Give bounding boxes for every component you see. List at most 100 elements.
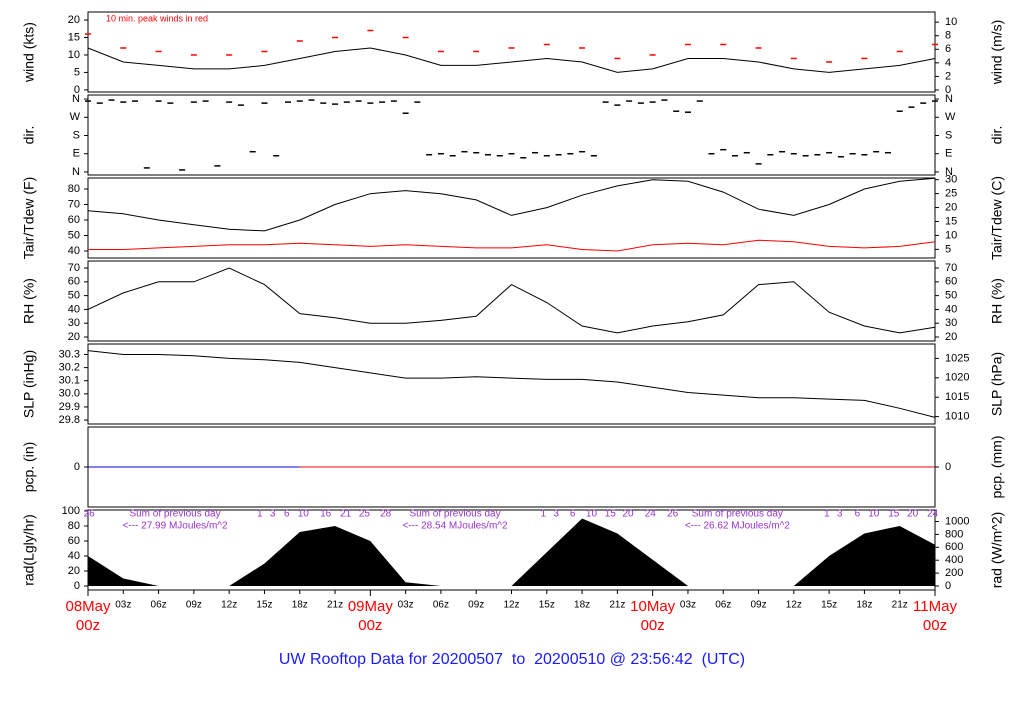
hour-mark: 15 (888, 509, 900, 520)
x-tick-label: 21z (892, 600, 908, 611)
x-tick-label: 09z (750, 600, 766, 611)
y2-tick-label: 1010 (945, 411, 969, 423)
hour-mark: 10 (586, 509, 598, 520)
panel-frame (87, 177, 936, 259)
y-axis-label: Tair/Tdew (F) (21, 177, 37, 259)
y-tick-label: 29.8 (59, 414, 80, 426)
y2-tick-label: 1015 (945, 391, 969, 403)
y2-tick-label: 20 (945, 331, 957, 343)
y-tick-label: 0 (74, 84, 80, 96)
x-tick-label: 06z (151, 600, 167, 611)
hour-mark: 15 (605, 509, 617, 520)
y2-axis-label: dir. (989, 126, 1005, 145)
y-tick-label: 100 (62, 505, 80, 517)
y2-tick-label: 15 (945, 215, 957, 227)
hour-mark: 6 (855, 509, 861, 520)
day-label: 10May (630, 598, 676, 615)
x-tick-label: 18z (574, 600, 590, 611)
x-tick-label: 03z (680, 600, 696, 611)
x-tick-label: 12z (221, 600, 237, 611)
y2-tick-label: 0 (945, 580, 951, 592)
y2-tick-label: 6 (945, 43, 951, 55)
y-tick-label: 60 (68, 535, 80, 547)
day-label: 09May (348, 598, 394, 615)
x-tick-label: 18z (292, 600, 308, 611)
y2-tick-label: W (945, 111, 956, 123)
y2-tick-label: 1025 (945, 352, 969, 364)
daily-sum-text: <--- 26.62 MJoules/m^2 (685, 521, 790, 532)
y2-tick-label: 50 (945, 290, 957, 302)
y-tick-label: W (70, 111, 81, 123)
daily-sum-text: <--- 27.99 MJoules/m^2 (123, 521, 228, 532)
y2-tick-label: 200 (945, 567, 963, 579)
y2-tick-label: S (945, 129, 952, 141)
panel-frame (87, 11, 936, 93)
y2-axis-label: RH (%) (989, 278, 1005, 324)
y-tick-label: 0 (74, 580, 80, 592)
y2-tick-label: 0 (945, 461, 951, 473)
y2-tick-label: 10 (945, 229, 957, 241)
y-tick-label: 30.2 (59, 362, 80, 374)
y-tick-label: 20 (68, 565, 80, 577)
day-hour-label: 00z (76, 617, 100, 634)
y-tick-label: 80 (68, 183, 80, 195)
x-tick-label: 03z (115, 600, 131, 611)
y2-tick-label: E (945, 148, 952, 160)
x-tick-label: 09z (186, 600, 202, 611)
y2-tick-label: 4 (945, 57, 951, 69)
y-tick-label: 15 (68, 31, 80, 43)
hour-mark: 1 (257, 509, 263, 520)
day-hour-label: 00z (923, 617, 947, 634)
hour-mark: 3 (553, 509, 559, 520)
data-area (88, 518, 935, 587)
y2-tick-label: 5 (945, 243, 951, 255)
annotation: 10 min. peak winds in red (106, 13, 208, 23)
x-tick-label: 15z (539, 600, 555, 611)
y-tick-label: 50 (68, 229, 80, 241)
y2-tick-label: 30 (945, 317, 957, 329)
hour-mark: 1 (540, 509, 546, 520)
y-tick-label: N (72, 166, 80, 178)
y-axis-label: pcp. (in) (21, 442, 37, 493)
y-axis-label: wind (kts) (21, 22, 37, 83)
footer-title: UW Rooftop Data for 20200507 to 20200510… (279, 651, 745, 668)
y2-axis-label: rad (W/m^2) (989, 512, 1005, 589)
y2-tick-label: 70 (945, 262, 957, 274)
y2-tick-label: 600 (945, 541, 963, 553)
y-axis-label: RH (%) (21, 278, 37, 324)
y2-tick-label: 30 (945, 174, 957, 186)
y-tick-label: 29.9 (59, 401, 80, 413)
y-tick-label: 30 (68, 317, 80, 329)
data-line (87, 177, 936, 232)
x-tick-label: 18z (856, 600, 872, 611)
x-tick-label: 15z (821, 600, 837, 611)
x-tick-label: 21z (327, 600, 343, 611)
y2-tick-label: 2 (945, 70, 951, 82)
daily-sum-title: Sum of previous day (129, 509, 220, 520)
y-tick-label: 0 (74, 461, 80, 473)
hour-mark: 1 (824, 509, 830, 520)
hour-mark: 26 (667, 509, 679, 520)
x-tick-label: 15z (256, 600, 272, 611)
y-tick-label: 40 (68, 245, 80, 257)
hour-mark: 6 (284, 509, 290, 520)
hour-mark: 21 (340, 509, 352, 520)
hour-mark: 10 (868, 509, 880, 520)
y-tick-label: 70 (68, 262, 80, 274)
x-tick-label: 06z (715, 600, 731, 611)
y-tick-label: 5 (74, 66, 80, 78)
y-axis-label: SLP (inHg) (21, 350, 37, 418)
y-tick-label: S (73, 129, 80, 141)
y2-tick-label: 1000 (945, 515, 969, 527)
data-line (87, 47, 936, 73)
x-tick-label: 21z (609, 600, 625, 611)
y-tick-label: 60 (68, 214, 80, 226)
hour-mark: 25 (359, 509, 371, 520)
data-line (88, 239, 936, 252)
hour-mark: 26 (84, 509, 96, 520)
y-tick-label: 30.0 (59, 388, 80, 400)
hour-mark: 24 (927, 509, 939, 520)
x-tick-label: 12z (503, 600, 519, 611)
hour-mark: 10 (298, 509, 310, 520)
